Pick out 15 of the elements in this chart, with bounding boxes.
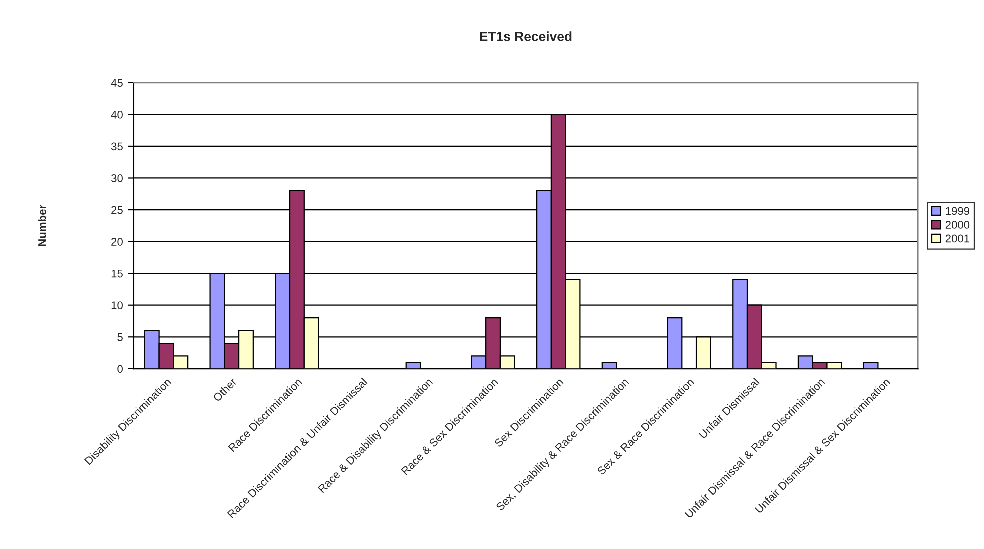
y-tick-label: 25 [112,206,123,214]
y-tick-label: 0 [118,365,123,374]
y-axis-title: Number [38,205,46,246]
y-tick-label: 10 [112,302,123,310]
legend-label: 2000 [946,221,970,229]
y-tick-label: 30 [111,174,123,182]
y-tick-label: 15 [112,270,123,278]
chart-title: ET1s Received [480,32,572,42]
legend-label: 1999 [946,207,970,216]
legend-label: 2001 [946,234,970,243]
y-tick-label: 5 [118,334,123,342]
y-tick-label: 45 [111,79,123,88]
y-tick-label: 20 [112,238,123,246]
y-tick-label: 40 [111,110,123,119]
y-tick-label: 35 [111,142,123,151]
